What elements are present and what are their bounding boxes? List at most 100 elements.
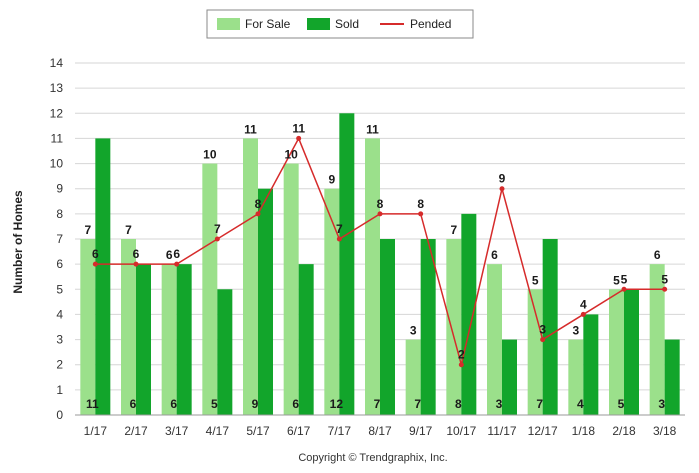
bar-sold bbox=[502, 339, 517, 415]
bar-for-sale bbox=[161, 264, 177, 415]
y-tick-label: 5 bbox=[56, 282, 63, 296]
pended-point bbox=[418, 211, 424, 217]
x-tick-label: 8/17 bbox=[368, 424, 392, 438]
bar-sold bbox=[583, 314, 599, 415]
for-sale-value-label: 6 bbox=[491, 248, 498, 262]
for-sale-value-label: 11 bbox=[244, 122, 257, 136]
pended-value-label: 5 bbox=[621, 272, 628, 286]
legend: For Sale Sold Pended bbox=[206, 9, 474, 39]
x-tick-label: 12/17 bbox=[528, 424, 558, 438]
bar-sold bbox=[217, 289, 233, 415]
sold-value-label: 7 bbox=[536, 397, 543, 411]
bar-sold bbox=[461, 213, 477, 415]
for-sale-value-label: 3 bbox=[410, 324, 417, 338]
y-tick-label: 14 bbox=[50, 56, 64, 70]
x-axis-ticks: 1/17 2/17 3/17 4/17 5/17 6/17 7/17 8/17 9/17 10/1… bbox=[84, 424, 677, 438]
pended-point bbox=[214, 236, 220, 242]
for-sale-value-label: 5 bbox=[613, 273, 620, 287]
y-tick-label: 13 bbox=[50, 81, 64, 95]
x-tick-label: 9/17 bbox=[409, 424, 433, 438]
pended-value-label: 5 bbox=[661, 272, 668, 286]
sold-value-label: 8 bbox=[455, 397, 462, 411]
bar-sold bbox=[542, 239, 558, 415]
pended-point bbox=[174, 261, 180, 267]
pended-line-group bbox=[92, 135, 668, 368]
y-tick-label: 3 bbox=[56, 333, 63, 347]
pended-value-label: 7 bbox=[214, 222, 221, 236]
bar-for-sale bbox=[121, 239, 136, 415]
x-tick-label: 5/17 bbox=[246, 424, 270, 438]
bar-for-sale bbox=[80, 239, 96, 415]
bar-sold bbox=[258, 188, 273, 415]
x-tick-label: 3/17 bbox=[165, 424, 189, 438]
pended-value-label: 8 bbox=[417, 197, 424, 211]
pended-value-label: 7 bbox=[336, 222, 343, 236]
pended-value-label: 8 bbox=[377, 197, 384, 211]
bars bbox=[80, 113, 680, 416]
bar-for-sale bbox=[283, 163, 299, 415]
y-axis-title: Number of Homes bbox=[11, 190, 25, 294]
sold-value-label: 6 bbox=[130, 397, 137, 411]
bar-sold bbox=[420, 239, 436, 415]
y-tick-label: 6 bbox=[56, 257, 63, 271]
pended-value-label: 6 bbox=[133, 247, 140, 261]
x-tick-label: 3/18 bbox=[653, 424, 677, 438]
pended-value-label: 8 bbox=[255, 197, 262, 211]
pended-value-label: 4 bbox=[580, 297, 587, 311]
x-tick-label: 10/17 bbox=[446, 424, 476, 438]
bar-for-sale bbox=[324, 188, 340, 415]
for-sale-value-label: 10 bbox=[203, 148, 217, 162]
bar-for-sale bbox=[649, 264, 665, 415]
x-tick-label: 7/17 bbox=[328, 424, 352, 438]
for-sale-value-label: 7 bbox=[450, 223, 457, 237]
copyright-credit: Copyright © Trendgraphix, Inc. bbox=[298, 452, 447, 464]
sold-value-label: 12 bbox=[330, 397, 344, 411]
pended-value-label: 3 bbox=[539, 323, 546, 337]
bar-for-sale bbox=[568, 339, 584, 415]
sold-value-label: 5 bbox=[618, 397, 625, 411]
for-sale-value-label: 6 bbox=[166, 248, 173, 262]
legend-label-for-sale: For Sale bbox=[245, 17, 291, 31]
bar-sold bbox=[380, 239, 395, 415]
y-tick-label: 10 bbox=[50, 157, 64, 171]
x-tick-label: 1/17 bbox=[84, 424, 108, 438]
y-tick-label: 1 bbox=[56, 383, 63, 397]
pended-value-label: 9 bbox=[499, 172, 506, 186]
y-tick-label: 2 bbox=[56, 358, 63, 372]
pended-point bbox=[621, 286, 627, 292]
pended-point bbox=[377, 211, 383, 217]
pended-value-label: 6 bbox=[92, 247, 99, 261]
pended-point bbox=[296, 135, 302, 141]
y-tick-label: 7 bbox=[56, 232, 63, 246]
y-tick-label: 4 bbox=[56, 307, 63, 321]
sold-value-label: 11 bbox=[86, 397, 99, 411]
bar-for-sale bbox=[527, 289, 543, 415]
bar-for-sale bbox=[243, 138, 258, 415]
for-sale-value-label: 7 bbox=[84, 223, 91, 237]
sold-value-label: 6 bbox=[170, 397, 177, 411]
for-sale-value-label: 5 bbox=[532, 273, 539, 287]
pended-point bbox=[662, 286, 668, 292]
y-tick-label: 11 bbox=[51, 131, 64, 145]
sold-value-label: 3 bbox=[658, 397, 665, 411]
x-tick-label: 6/17 bbox=[287, 424, 311, 438]
for-sale-value-label: 6 bbox=[654, 248, 661, 262]
pended-point bbox=[255, 211, 261, 217]
bar-for-sale bbox=[405, 339, 421, 415]
bar-sold bbox=[339, 113, 355, 416]
pended-point bbox=[499, 186, 505, 192]
bar-sold bbox=[136, 264, 151, 415]
legend-frame bbox=[206, 9, 474, 39]
bar-for-sale bbox=[202, 163, 218, 415]
y-tick-label: 12 bbox=[50, 106, 64, 120]
sold-value-label: 5 bbox=[211, 397, 218, 411]
sold-value-label: 6 bbox=[292, 397, 299, 411]
bar-sold bbox=[95, 138, 111, 415]
x-tick-label: 11/17 bbox=[487, 424, 516, 438]
sold-value-label: 3 bbox=[496, 397, 503, 411]
bar-sold bbox=[664, 339, 680, 415]
bar-for-sale bbox=[365, 138, 380, 415]
sold-value-label: 4 bbox=[577, 397, 584, 411]
